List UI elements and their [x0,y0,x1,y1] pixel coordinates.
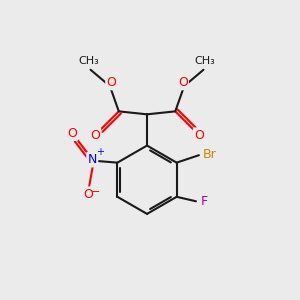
Text: O: O [178,76,188,89]
Text: Br: Br [202,148,216,161]
Text: O: O [106,76,116,89]
Text: CH₃: CH₃ [79,56,99,66]
Text: O: O [83,188,93,201]
Text: O: O [90,129,100,142]
Text: O: O [194,129,204,142]
Text: +: + [96,147,104,157]
Text: N: N [88,153,97,166]
Text: −: − [91,187,100,197]
Text: F: F [201,195,208,208]
Text: CH₃: CH₃ [195,56,215,66]
Text: O: O [67,127,77,140]
